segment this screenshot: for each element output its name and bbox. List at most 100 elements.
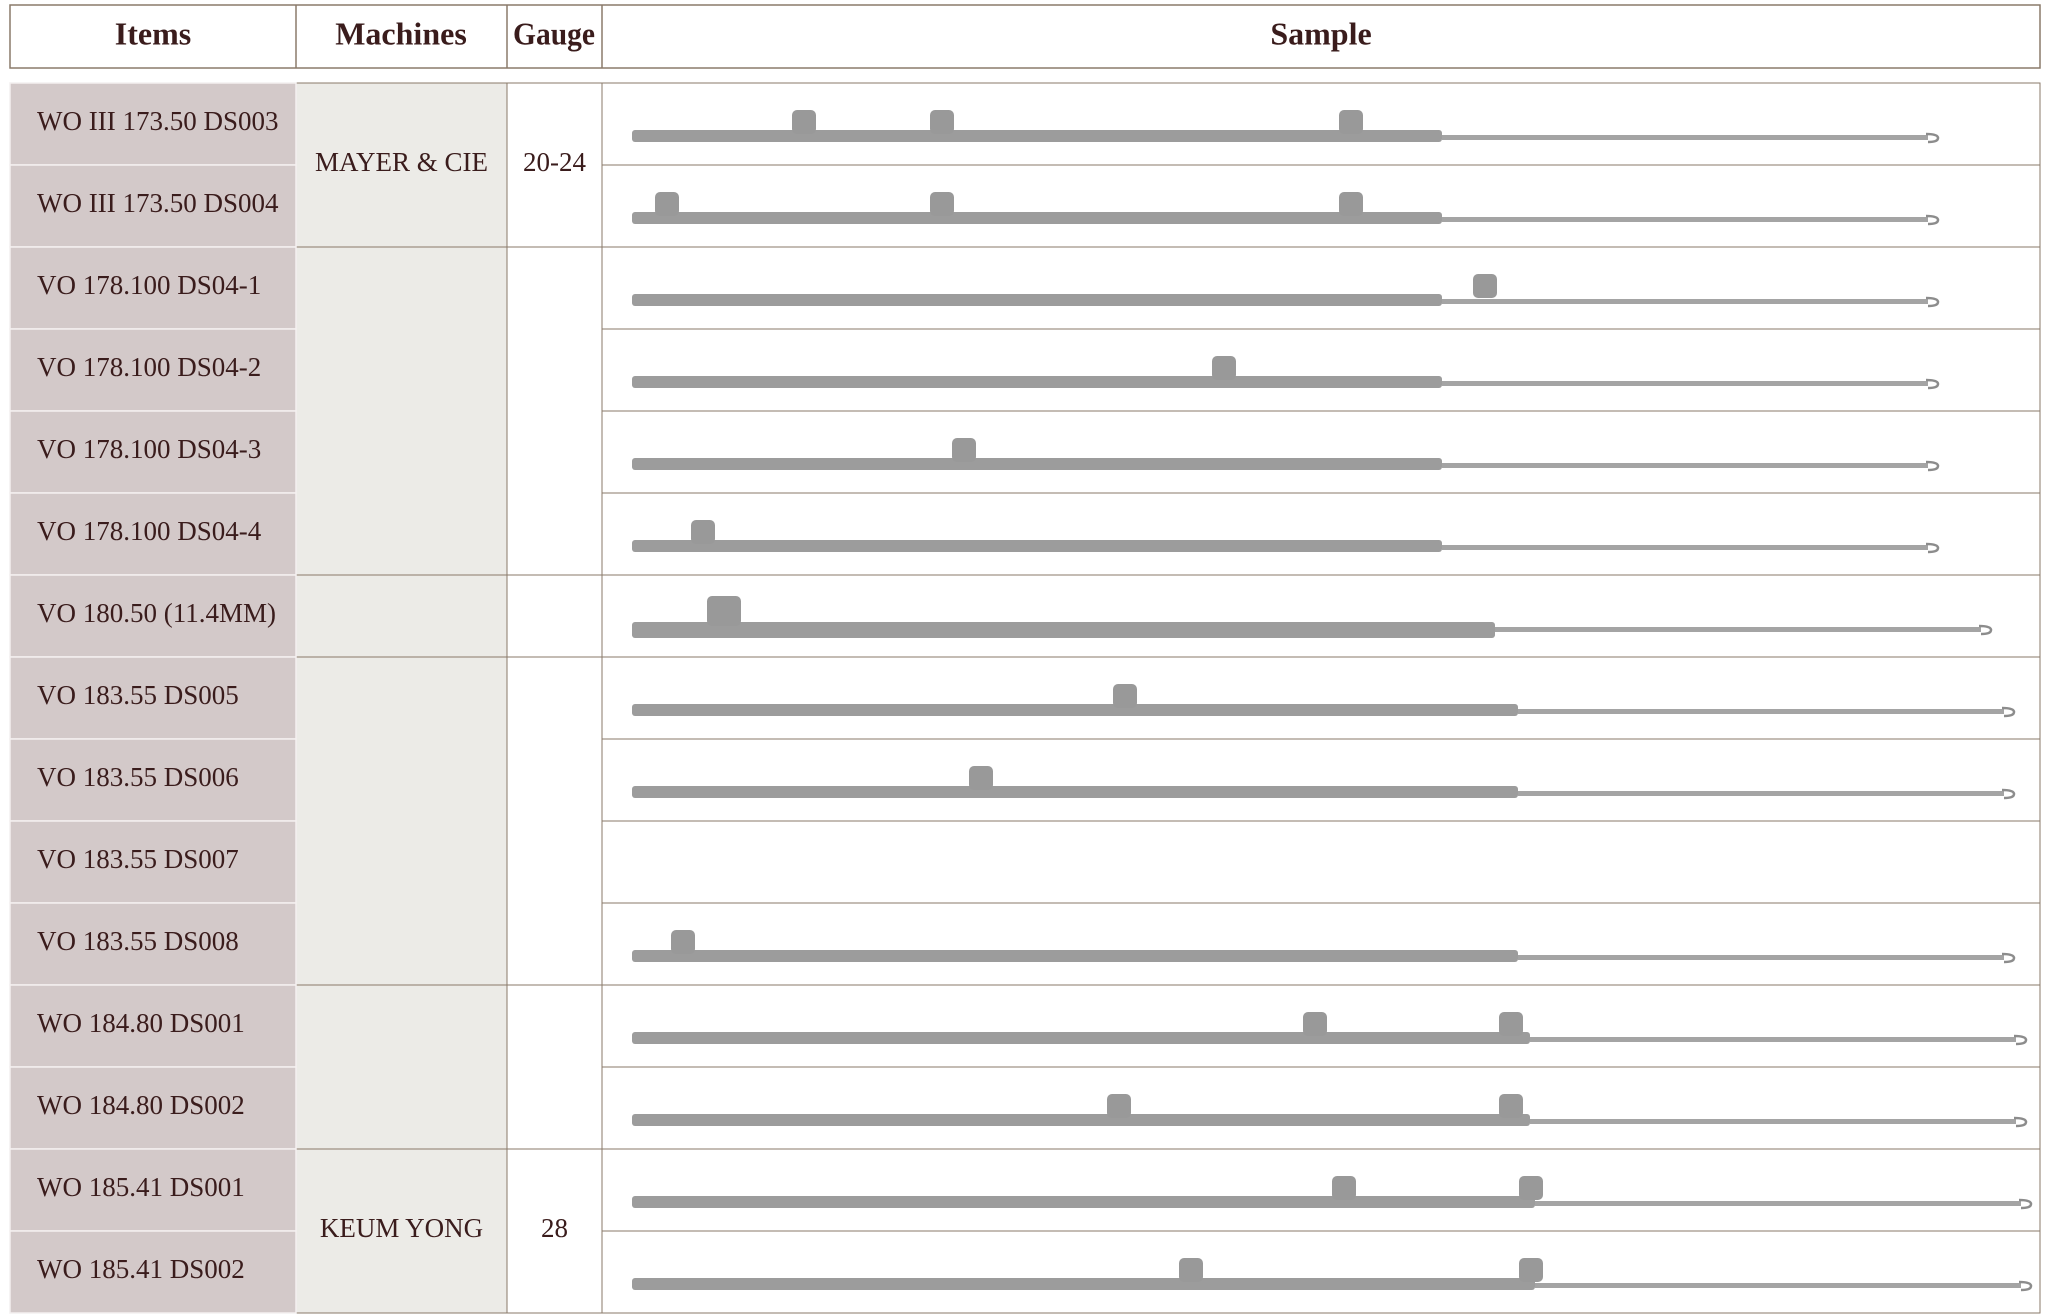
header-cell: Machines — [335, 15, 467, 51]
needle-hook — [1925, 296, 1940, 308]
needle-shank — [632, 458, 1442, 470]
needle-butt — [1113, 684, 1137, 708]
needle-stem — [1530, 1119, 2016, 1124]
sample-cell — [601, 1148, 2041, 1232]
item-cell — [9, 574, 297, 658]
machine-name: KEUM YONG — [320, 1213, 483, 1243]
needle-butt — [1303, 1012, 1327, 1036]
needle-stem — [1442, 217, 1928, 222]
needle-stem — [1518, 955, 2004, 960]
item-name: VO 178.100 DS04-2 — [37, 352, 261, 382]
item-name: WO 184.80 DS001 — [37, 1008, 245, 1038]
item-cell — [9, 164, 297, 248]
sample-cell — [601, 1230, 2041, 1314]
needle-hook — [2018, 1280, 2033, 1292]
needle-butt — [1519, 1258, 1543, 1282]
item-name: VO 178.100 DS04-1 — [37, 270, 261, 300]
needle-butt — [792, 110, 816, 134]
needle-shank — [632, 1114, 1530, 1126]
item-cell — [9, 82, 297, 166]
header-row — [9, 4, 2041, 69]
sample-cell — [601, 410, 2041, 494]
needle-stem — [1518, 791, 2004, 796]
needle-shank — [632, 622, 1495, 638]
needle-butt — [1332, 1176, 1356, 1200]
sample-cell — [601, 328, 2041, 412]
machine-cell — [295, 574, 508, 658]
machine-cell — [295, 82, 508, 248]
needle-hook — [2001, 788, 2016, 800]
needle-butt — [1519, 1176, 1543, 1200]
needle — [632, 438, 1940, 472]
needle-hook — [2013, 1116, 2028, 1128]
needle-butt — [1499, 1094, 1523, 1118]
needle — [632, 110, 1940, 144]
item-name: VO 183.55 DS008 — [37, 926, 239, 956]
item-name: WO III 173.50 DS003 — [37, 106, 278, 136]
needle-hook — [1925, 214, 1940, 226]
machine-cell — [295, 984, 508, 1150]
needle-butt — [930, 110, 954, 134]
needle-butt — [1212, 356, 1236, 380]
needle-stem — [1442, 381, 1928, 386]
needle-stem — [1495, 627, 1981, 632]
item-name: VO 183.55 DS006 — [37, 762, 239, 792]
needle — [632, 1258, 2033, 1292]
item-name: VO 183.55 DS005 — [37, 680, 239, 710]
needle — [632, 1094, 2028, 1128]
needle-shank — [632, 1032, 1530, 1044]
needle-stem — [1535, 1283, 2021, 1288]
gauge-cell — [506, 246, 603, 576]
needle-shank — [632, 212, 1442, 224]
needle — [632, 684, 2016, 718]
machine-name: MAYER & CIE — [315, 147, 488, 177]
needle-shank — [632, 294, 1442, 306]
needle-shank — [632, 950, 1518, 962]
item-cell — [9, 820, 297, 904]
item-name: WO 185.41 DS002 — [37, 1254, 245, 1284]
needle — [632, 596, 1993, 638]
needle-hook — [1925, 132, 1940, 144]
gauge-cell — [506, 984, 603, 1150]
needle-butt — [1473, 274, 1497, 298]
needle-butt — [1499, 1012, 1523, 1036]
sample-cell — [601, 164, 2041, 248]
needle-shank — [632, 786, 1518, 798]
item-name: VO 178.100 DS04-3 — [37, 434, 261, 464]
needle-stem — [1442, 135, 1928, 140]
item-cell — [9, 492, 297, 576]
machine-cell — [295, 246, 508, 576]
machine-cell — [295, 656, 508, 986]
needle-stem — [1518, 709, 2004, 714]
gauge-value: 28 — [541, 1213, 568, 1243]
needle-butt — [707, 596, 741, 626]
needle-shank — [632, 704, 1518, 716]
gauge-value: 20-24 — [523, 147, 586, 177]
needle — [632, 930, 2016, 964]
item-cell — [9, 410, 297, 494]
item-name: VO 180.50 (11.4MM) — [37, 598, 276, 628]
table-body: MAYER & CIE 20-24 WO III 173.50 DS003 WO II… — [9, 82, 2041, 1314]
item-cell — [9, 984, 297, 1068]
needle-stem — [1442, 463, 1928, 468]
sample-cell — [601, 246, 2041, 330]
item-name: VO 178.100 DS04-4 — [37, 516, 262, 546]
needle-hook — [1925, 542, 1940, 554]
needle-stem — [1535, 1201, 2021, 1206]
needle-hook — [2018, 1198, 2033, 1210]
sample-cell — [601, 492, 2041, 576]
item-cell — [9, 656, 297, 740]
item-cell — [9, 738, 297, 822]
needle-butt — [1339, 192, 1363, 216]
needle-butt — [1107, 1094, 1131, 1118]
needle-butt — [969, 766, 993, 790]
needle — [632, 766, 2016, 800]
header-cell: Gauge — [513, 15, 595, 51]
gauge-cell — [506, 82, 603, 248]
needle-stem — [1442, 545, 1928, 550]
needle — [632, 1012, 2028, 1046]
needle-shank — [632, 130, 1442, 142]
needle-stem — [1530, 1037, 2016, 1042]
